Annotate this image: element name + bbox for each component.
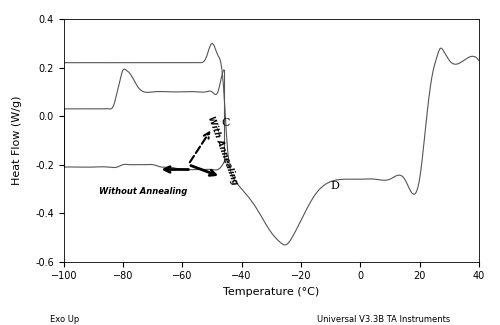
Text: Exo Up: Exo Up — [50, 315, 79, 324]
Text: Universal V3.3B TA Instruments: Universal V3.3B TA Instruments — [317, 315, 450, 324]
Text: D: D — [330, 181, 340, 191]
Text: With Annealing: With Annealing — [206, 115, 240, 186]
Text: C: C — [221, 118, 230, 128]
Text: Without Annealing: Without Annealing — [100, 187, 188, 196]
Y-axis label: Heat Flow (W/g): Heat Flow (W/g) — [12, 96, 22, 185]
X-axis label: Temperature (°C): Temperature (°C) — [223, 287, 320, 297]
